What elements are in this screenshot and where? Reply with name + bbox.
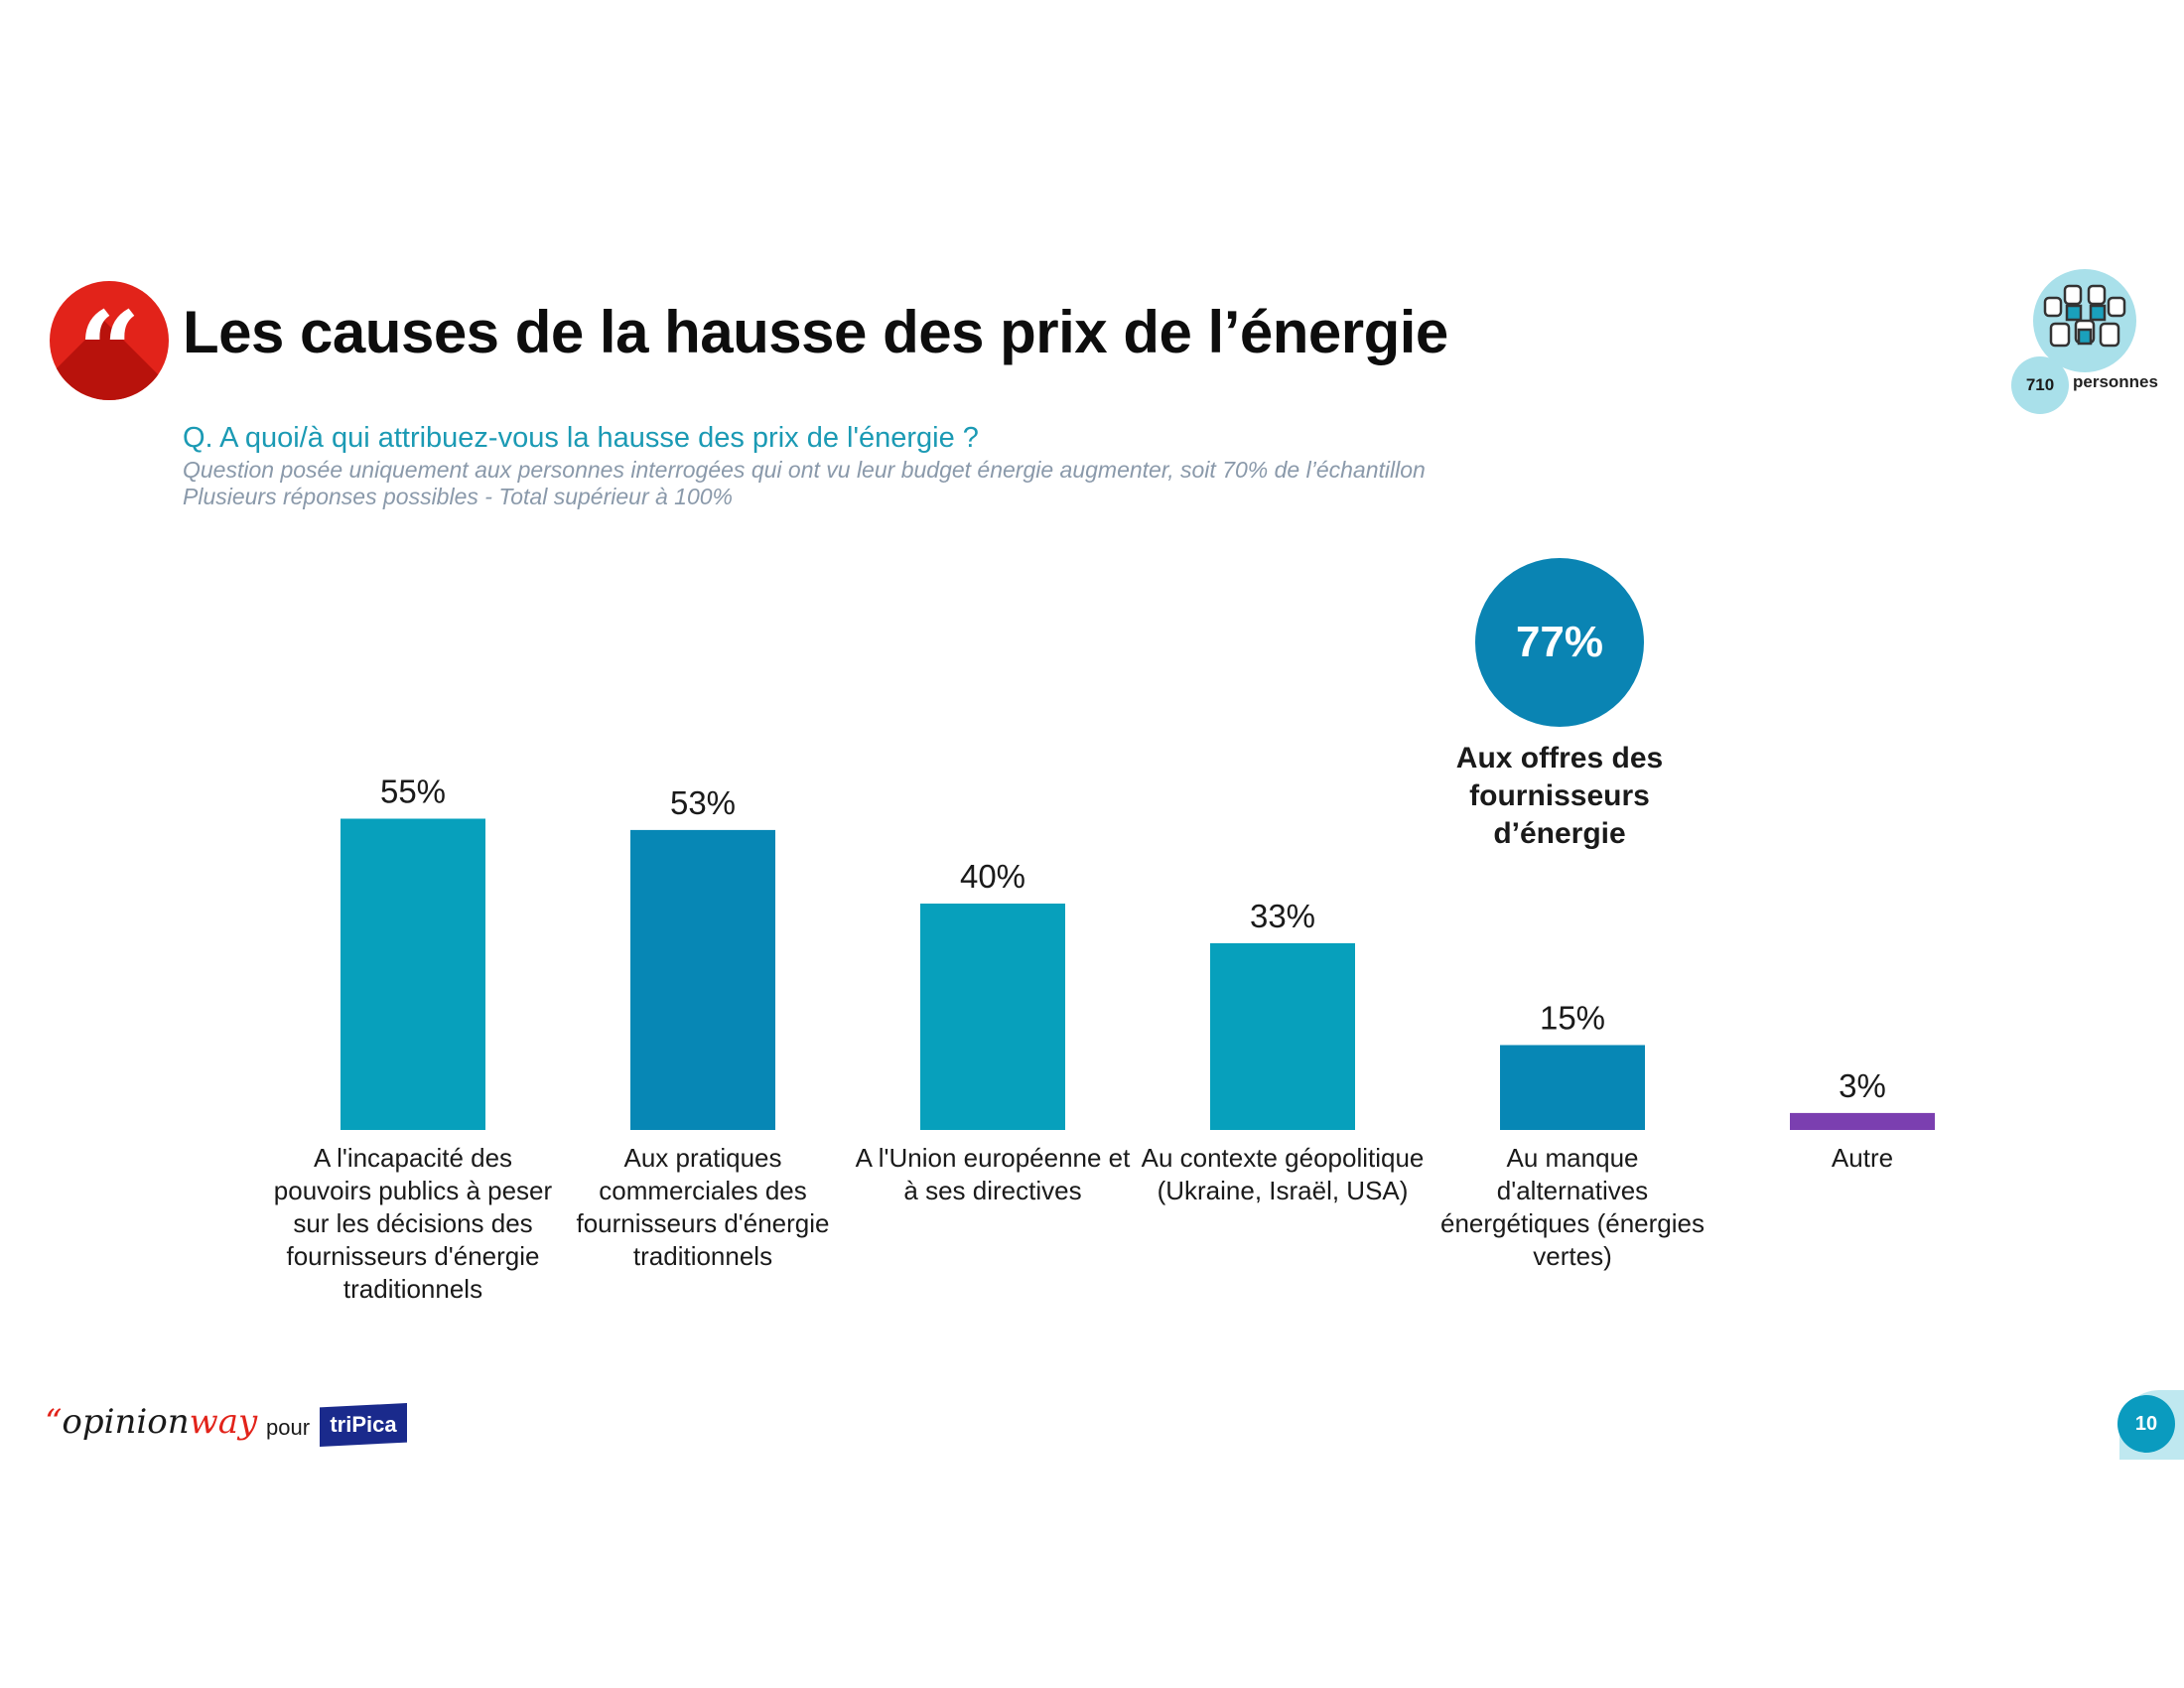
multiple-answers-note: Plusieurs réponses possibles - Total sup… [183, 484, 734, 509]
page-title: Les causes de la hausse des prix de l’én… [183, 299, 1448, 365]
highlight-value-circle: 77% [1475, 558, 1644, 727]
bar-5 [1500, 1045, 1645, 1130]
page-number: 10 [2117, 1395, 2175, 1453]
category-label-2: Aux pratiques commerciales des fournisse… [576, 1143, 830, 1271]
category-label-1: A l'incapacité des pouvoirs publics à pe… [273, 1143, 553, 1304]
value-label-4: 33% [1250, 898, 1315, 934]
value-label-2: 53% [670, 784, 736, 821]
quote-icon: “ [50, 281, 169, 400]
tripica-logo: triPica [320, 1403, 407, 1447]
category-label-4: Au contexte géopolitique (Ukraine, Israë… [1141, 1143, 1425, 1205]
opinionway-logo: “opinionway [45, 1402, 258, 1442]
sample-count: 710 [2011, 356, 2069, 414]
category-label-6: Autre [1831, 1143, 1894, 1173]
bar-4 [1210, 942, 1355, 1130]
bar-6 [1790, 1112, 1935, 1130]
people-icon [2033, 269, 2136, 372]
value-label-3: 40% [960, 858, 1025, 895]
bar-3 [920, 904, 1065, 1130]
sample-note: Question posée uniquement aux personnes … [183, 457, 1426, 483]
value-label-1: 55% [380, 774, 446, 810]
question-text: Q. A quoi/à qui attribuez-vous la hausse… [183, 422, 979, 454]
category-label-5: Au manque d'alternatives énergétiques (é… [1440, 1143, 1705, 1271]
highlight-label: Aux offres des fournisseurs d’énergie [1455, 742, 1664, 850]
value-label-5: 15% [1540, 1000, 1605, 1037]
bar-2 [630, 829, 775, 1130]
bar-1 [341, 818, 485, 1130]
sample-label: personnes [2073, 372, 2158, 391]
value-label-6: 3% [1839, 1067, 1886, 1104]
category-label-3: A l'Union européenne et à ses directives [855, 1143, 1131, 1205]
pour-text: pour [266, 1415, 311, 1440]
